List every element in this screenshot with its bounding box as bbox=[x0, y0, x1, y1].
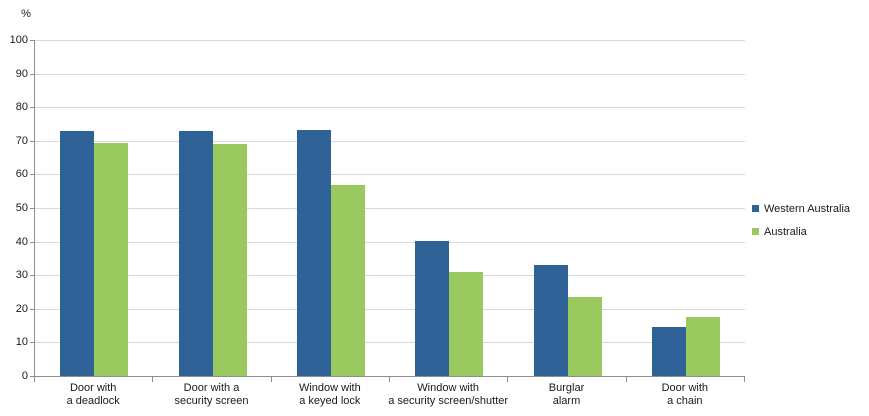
y-axis-tick-30 bbox=[30, 275, 34, 277]
gridline-30 bbox=[35, 275, 745, 277]
y-axis-tick-60 bbox=[30, 174, 34, 176]
gridline-20 bbox=[35, 308, 745, 310]
x-axis-category-label-line: a keyed lock bbox=[299, 395, 361, 407]
y-axis-tick-label-10: 10 bbox=[15, 336, 28, 349]
y-axis-tick-20 bbox=[30, 308, 34, 310]
y-axis-tick-label-60: 60 bbox=[15, 168, 28, 181]
y-axis-tick-label-0: 0 bbox=[21, 370, 28, 382]
x-axis-tick-0 bbox=[34, 377, 35, 382]
x-axis-category-label-window-with-a-keyed-lock: Window with a keyed lock bbox=[230, 382, 430, 408]
y-axis-tick-label-40: 40 bbox=[15, 235, 28, 248]
plot-area bbox=[34, 40, 745, 377]
legend-item-western-australia: Western Australia bbox=[752, 202, 850, 215]
bar-western-australia-window-with-a-keyed-lock bbox=[296, 129, 331, 376]
bar-australia-burglar-alarm bbox=[567, 297, 602, 376]
bar-western-australia-burglar-alarm bbox=[533, 264, 568, 376]
x-axis-category-label-line: Door with bbox=[661, 382, 709, 394]
legend: Western Australia Australia bbox=[752, 202, 850, 248]
y-axis-tick-40 bbox=[30, 241, 34, 243]
y-axis-tick-label-100: 100 bbox=[9, 34, 28, 46]
y-axis-tick-0 bbox=[30, 376, 34, 377]
gridline-10 bbox=[35, 342, 745, 344]
x-axis-category-label-line: Door with a bbox=[183, 382, 240, 394]
x-axis-tick-4 bbox=[507, 377, 508, 382]
x-axis-tick-3 bbox=[389, 377, 390, 382]
x-axis-category-label-door-with-a-security-screen: Door with a security screen bbox=[112, 382, 312, 408]
gridline-100 bbox=[35, 40, 745, 41]
y-axis-unit-label: % bbox=[21, 8, 31, 20]
x-axis-tick-1 bbox=[152, 377, 153, 382]
x-axis-category-label-door-with-a-deadlock: Door with a deadlock bbox=[0, 382, 193, 408]
bar-western-australia-door-with-a-security-screen bbox=[178, 130, 213, 376]
x-axis-category-label-line: alarm bbox=[552, 395, 581, 407]
gridline-70 bbox=[35, 140, 745, 142]
y-axis-tick-label-90: 90 bbox=[15, 67, 28, 80]
y-axis-tick-90 bbox=[30, 73, 34, 75]
y-axis-tick-80 bbox=[30, 107, 34, 109]
x-axis-category-label-door-with-a-chain: Door with a chain bbox=[585, 382, 785, 408]
x-axis-tick-2 bbox=[271, 377, 272, 382]
legend-label-australia: Australia bbox=[764, 225, 807, 238]
y-axis-tick-label-80: 80 bbox=[15, 101, 28, 114]
bar-australia-window-with-a-security-screen-shutter bbox=[449, 271, 484, 376]
x-axis-category-label-line: Burglar bbox=[548, 382, 585, 394]
bar-western-australia-door-with-a-chain bbox=[651, 326, 686, 376]
x-axis-category-label-burglar-alarm: Burglar alarm bbox=[467, 382, 667, 408]
x-axis-category-label-line: a chain bbox=[667, 395, 703, 407]
y-axis-tick-10 bbox=[30, 342, 34, 344]
bar-australia-window-with-a-keyed-lock bbox=[330, 185, 365, 376]
x-axis-category-label-window-with-a-security-screen-shutter: Window with a security screen/shutter bbox=[348, 382, 548, 408]
x-axis-category-label-line: Window with bbox=[298, 382, 361, 394]
y-axis-tick-100 bbox=[30, 40, 34, 41]
gridline-90 bbox=[35, 73, 745, 75]
y-axis-tick-50 bbox=[30, 208, 34, 209]
bar-western-australia-door-with-a-deadlock bbox=[60, 131, 95, 376]
gridline-60 bbox=[35, 174, 745, 176]
y-axis-tick-label-50: 50 bbox=[15, 202, 28, 214]
y-axis-tick-label-30: 30 bbox=[15, 269, 28, 282]
y-axis-tick-70 bbox=[30, 140, 34, 142]
bar-australia-door-with-a-chain bbox=[685, 316, 720, 376]
gridline-80 bbox=[35, 107, 745, 109]
x-axis-tick-6 bbox=[744, 377, 745, 382]
x-axis-category-label-line: security screen bbox=[174, 395, 249, 407]
x-axis-category-label-line: a deadlock bbox=[66, 395, 120, 407]
x-axis-category-label-line: Window with bbox=[417, 382, 480, 394]
x-axis-category-label-line: a security screen/shutter bbox=[388, 395, 509, 407]
y-axis-tick-label-20: 20 bbox=[15, 302, 28, 315]
bar-australia-door-with-a-security-screen bbox=[212, 144, 247, 376]
x-axis-tick-5 bbox=[626, 377, 627, 382]
gridline-40 bbox=[35, 241, 745, 243]
legend-swatch-western-australia bbox=[752, 205, 759, 212]
legend-label-western-australia: Western Australia bbox=[764, 202, 851, 215]
bar-western-australia-window-with-a-security-screen-shutter bbox=[415, 240, 450, 376]
y-axis-tick-label-70: 70 bbox=[15, 134, 28, 147]
legend-item-australia: Australia bbox=[752, 225, 850, 238]
x-axis-category-label-line: Door with bbox=[69, 382, 117, 394]
bar-australia-door-with-a-deadlock bbox=[94, 143, 129, 376]
legend-swatch-australia bbox=[752, 228, 759, 235]
gridline-50 bbox=[35, 208, 745, 209]
